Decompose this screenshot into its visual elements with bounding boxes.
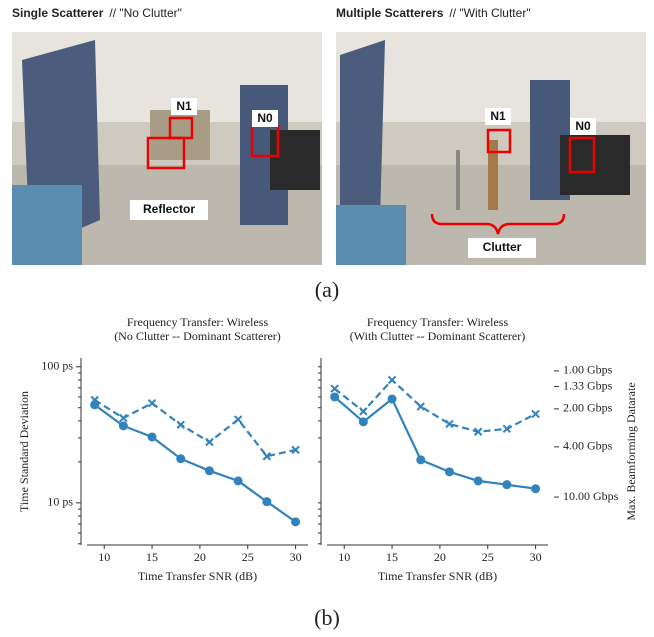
x-tick-label: 30: [530, 550, 542, 564]
point: [205, 466, 214, 475]
point: [262, 497, 271, 506]
point: [176, 454, 185, 463]
point: [359, 417, 368, 426]
heading-bold: Multiple Scatterers: [336, 6, 444, 20]
y-axis-label: Time Standard Deviation: [17, 391, 31, 512]
point: [502, 480, 511, 489]
photo: N1 N0 Reflector: [12, 32, 322, 265]
x-tick-label: 10: [338, 550, 350, 564]
x-tick-label: 30: [290, 550, 302, 564]
point: [503, 425, 510, 432]
photo-heading: Single Scatterer // "No Clutter": [12, 6, 182, 20]
chart-title: Frequency Transfer: Wireless: [367, 315, 509, 329]
heading-rest: // "With Clutter": [449, 6, 530, 20]
point: [388, 394, 397, 403]
y2-tick-label: 10.00 Gbps: [563, 489, 619, 503]
point: [120, 415, 127, 422]
x-tick-label: 15: [386, 550, 398, 564]
y2-tick-label: 1.00 Gbps: [563, 363, 613, 377]
photo-label: Reflector: [143, 202, 195, 216]
x-axis-label: Time Transfer SNR (dB): [138, 569, 257, 583]
heading-bold: Single Scatterer: [12, 6, 104, 20]
x-tick-label: 20: [434, 550, 446, 564]
y2-tick-label: 4.00 Gbps: [563, 439, 613, 453]
caption: (b): [314, 605, 340, 630]
point: [148, 432, 157, 441]
point: [119, 421, 128, 430]
x-tick-label: 20: [194, 550, 206, 564]
point: [291, 517, 300, 526]
photo-heading: Multiple Scatterers // "With Clutter": [336, 6, 531, 20]
y2-tick-label: 1.33 Gbps: [563, 378, 613, 392]
point: [531, 484, 540, 493]
photo-label: N1: [490, 109, 506, 123]
photo-label: N0: [575, 119, 591, 133]
caption: (a): [315, 277, 339, 302]
y2-tick-label: 2.00 Gbps: [563, 401, 613, 415]
y-tick-label: 10 ps: [47, 495, 73, 509]
photo-label: N1: [176, 99, 192, 113]
point: [445, 467, 454, 476]
point: [149, 400, 156, 407]
point: [235, 416, 242, 423]
point: [330, 392, 339, 401]
point: [234, 476, 243, 485]
x-tick-label: 25: [242, 550, 254, 564]
photo-label: Clutter: [483, 240, 522, 254]
heading-rest: // "No Clutter": [109, 6, 182, 20]
y2-axis-label: Max. Beamforming Datarate: [624, 382, 638, 520]
chart-subtitle: (No Clutter -- Dominant Scatterer): [114, 329, 281, 343]
x-tick-label: 10: [98, 550, 110, 564]
photo: N1 N0 Clutter: [336, 32, 646, 265]
chart-subtitle: (With Clutter -- Dominant Scatterer): [350, 329, 525, 343]
figure: Single Scatterer // "No Clutter" Multiple…: [0, 0, 654, 637]
y-tick-label: 100 ps: [41, 359, 73, 373]
photo-label: N0: [257, 111, 273, 125]
x-tick-label: 15: [146, 550, 158, 564]
point: [331, 385, 338, 392]
x-axis-label: Time Transfer SNR (dB): [378, 569, 497, 583]
point: [417, 403, 424, 410]
point: [360, 408, 367, 415]
point: [177, 421, 184, 428]
point: [474, 476, 483, 485]
point: [416, 455, 425, 464]
x-tick-label: 25: [482, 550, 494, 564]
point: [206, 438, 213, 445]
point: [389, 376, 396, 383]
chart-title: Frequency Transfer: Wireless: [127, 315, 269, 329]
point: [532, 410, 539, 417]
